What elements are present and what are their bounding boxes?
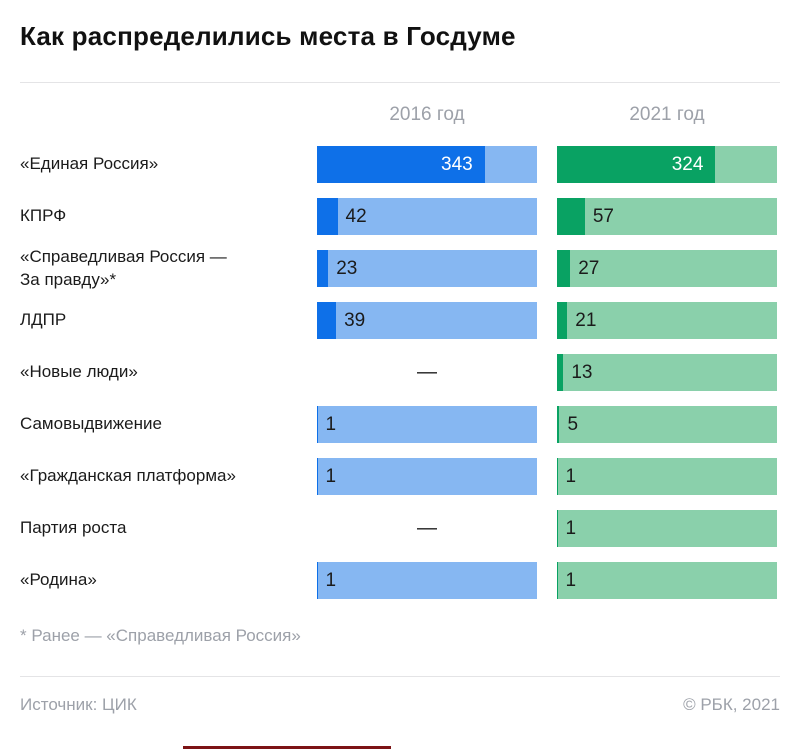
- bar-background: [557, 302, 777, 339]
- bar-background: [557, 406, 777, 443]
- bar-value: 23: [336, 257, 358, 279]
- bar-value: 5: [567, 413, 579, 435]
- source-label: Источник: ЦИК: [20, 695, 137, 714]
- chart-row: Самовыдвижение 1 5: [0, 406, 800, 443]
- bar-background: [557, 250, 777, 287]
- party-label: «Справедливая Россия — За правду»*: [20, 247, 227, 289]
- divider-top: [20, 82, 780, 83]
- copyright-label: © РБК, 2021: [683, 695, 780, 714]
- bar-fill: [557, 250, 571, 287]
- party-label: ЛДПР: [20, 310, 67, 330]
- bar-fill: [317, 302, 337, 339]
- chart-row: «Родина» 1 1: [0, 562, 800, 599]
- bar-background: [317, 406, 537, 443]
- bar-value: 57: [592, 205, 614, 227]
- bar-value: 21: [575, 309, 597, 331]
- bar-fill: [557, 354, 564, 391]
- bar-value: 1: [565, 517, 577, 539]
- bar-background: [557, 354, 777, 391]
- chart-row: «Гражданская платформа» 1 1: [0, 458, 800, 495]
- bar-cell-c2021: 27: [557, 250, 777, 287]
- party-label: «Единая Россия»: [20, 154, 159, 174]
- bar-cell-c2016: 39: [317, 302, 537, 339]
- bar-cell-c2021: 1: [557, 562, 777, 599]
- bar-background: [317, 458, 537, 495]
- bar-cell-c2021: 5: [557, 406, 777, 443]
- bottom-accent-line: [183, 746, 391, 749]
- chart-row: КПРФ 42 57: [0, 198, 800, 235]
- bar-cell-c2016: 1: [317, 458, 537, 495]
- bar-value: 42: [345, 205, 367, 227]
- bar-cell-c2021: 21: [557, 302, 777, 339]
- divider-bottom: [20, 676, 780, 677]
- bar-background: [557, 510, 777, 547]
- bar-fill: [557, 146, 716, 183]
- column-header-2016: 2016 год: [389, 104, 465, 125]
- bar-cell-c2016: —: [317, 510, 537, 547]
- bar-background: [317, 198, 537, 235]
- bar-value: 39: [344, 309, 366, 331]
- bar-value: 1: [325, 413, 337, 435]
- column-header-2021: 2021 год: [629, 104, 705, 125]
- no-seats-dash: —: [417, 517, 437, 539]
- footnote: * Ранее — «Справедливая Россия»: [20, 626, 301, 645]
- bar-cell-c2016: 1: [317, 406, 537, 443]
- bar-value: 1: [565, 569, 577, 591]
- bar-cell-c2016: —: [317, 354, 537, 391]
- bar-cell-c2016: 1: [317, 562, 537, 599]
- bar-cell-c2021: 324: [557, 146, 777, 183]
- bar-fill: [557, 198, 585, 235]
- bar-background: [317, 562, 537, 599]
- chart-row: «Единая Россия» 343 324: [0, 146, 800, 183]
- bar-value: 27: [578, 257, 600, 279]
- bar-background: [317, 250, 537, 287]
- party-label: «Родина»: [20, 570, 97, 590]
- bar-cell-c2021: 1: [557, 458, 777, 495]
- bar-background: [557, 198, 777, 235]
- bar-value: 13: [571, 361, 593, 383]
- bar-value: 343: [441, 153, 473, 175]
- bar-cell-c2021: 13: [557, 354, 777, 391]
- bar-cell-c2016: 42: [317, 198, 537, 235]
- party-label: Самовыдвижение: [20, 414, 162, 434]
- bar-background: [557, 458, 777, 495]
- no-seats-dash: —: [417, 361, 437, 383]
- bar-fill: [317, 198, 338, 235]
- bar-background: [557, 562, 777, 599]
- party-label: «Новые люди»: [20, 362, 138, 382]
- chart-row: ЛДПР 39 21: [0, 302, 800, 339]
- bar-cell-c2016: 343: [317, 146, 537, 183]
- bar-cell-c2021: 1: [557, 510, 777, 547]
- chart-row: Партия роста — 1: [0, 510, 800, 547]
- party-label: «Гражданская платформа»: [20, 466, 236, 486]
- bar-fill: [557, 406, 560, 443]
- bar-value: 1: [325, 465, 337, 487]
- chart-row: «Новые люди» — 13: [0, 354, 800, 391]
- page-title: Как распределились места в Госдуме: [20, 21, 516, 51]
- party-label: КПРФ: [20, 206, 67, 226]
- bar-fill: [557, 302, 568, 339]
- bar-value: 324: [671, 153, 704, 175]
- bar-cell-c2021: 57: [557, 198, 777, 235]
- bar-fill: [317, 146, 485, 183]
- bar-cell-c2016: 23: [317, 250, 537, 287]
- chart-row: «Справедливая Россия — За правду»* 23 27: [0, 247, 800, 289]
- bar-background: [317, 302, 537, 339]
- bar-value: 1: [325, 569, 337, 591]
- bar-fill: [317, 250, 329, 287]
- bar-value: 1: [565, 465, 577, 487]
- party-label: Партия роста: [20, 518, 127, 538]
